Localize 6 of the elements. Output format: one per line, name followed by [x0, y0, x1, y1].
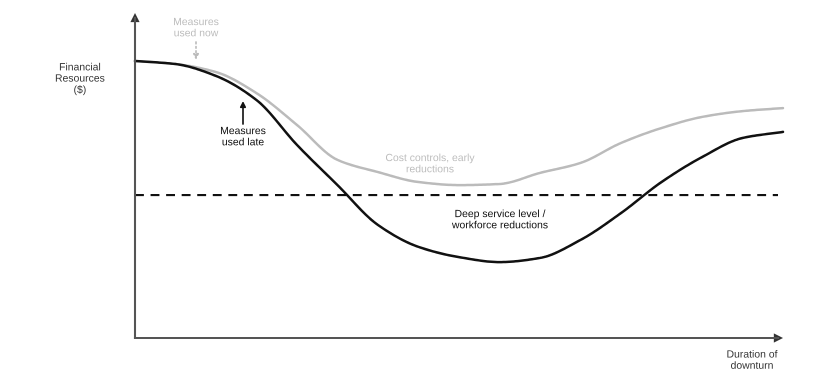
annotation: Cost controls, early reductions — [386, 154, 475, 172]
y-axis-title: Financial Resources ($) — [56, 62, 104, 96]
annotation: Deep service level / workforce reductions — [452, 210, 548, 228]
x-axis-title: Duration of downturn — [727, 350, 778, 369]
annotation: Measures used late — [220, 126, 266, 146]
text: Measures used now — [174, 18, 218, 36]
